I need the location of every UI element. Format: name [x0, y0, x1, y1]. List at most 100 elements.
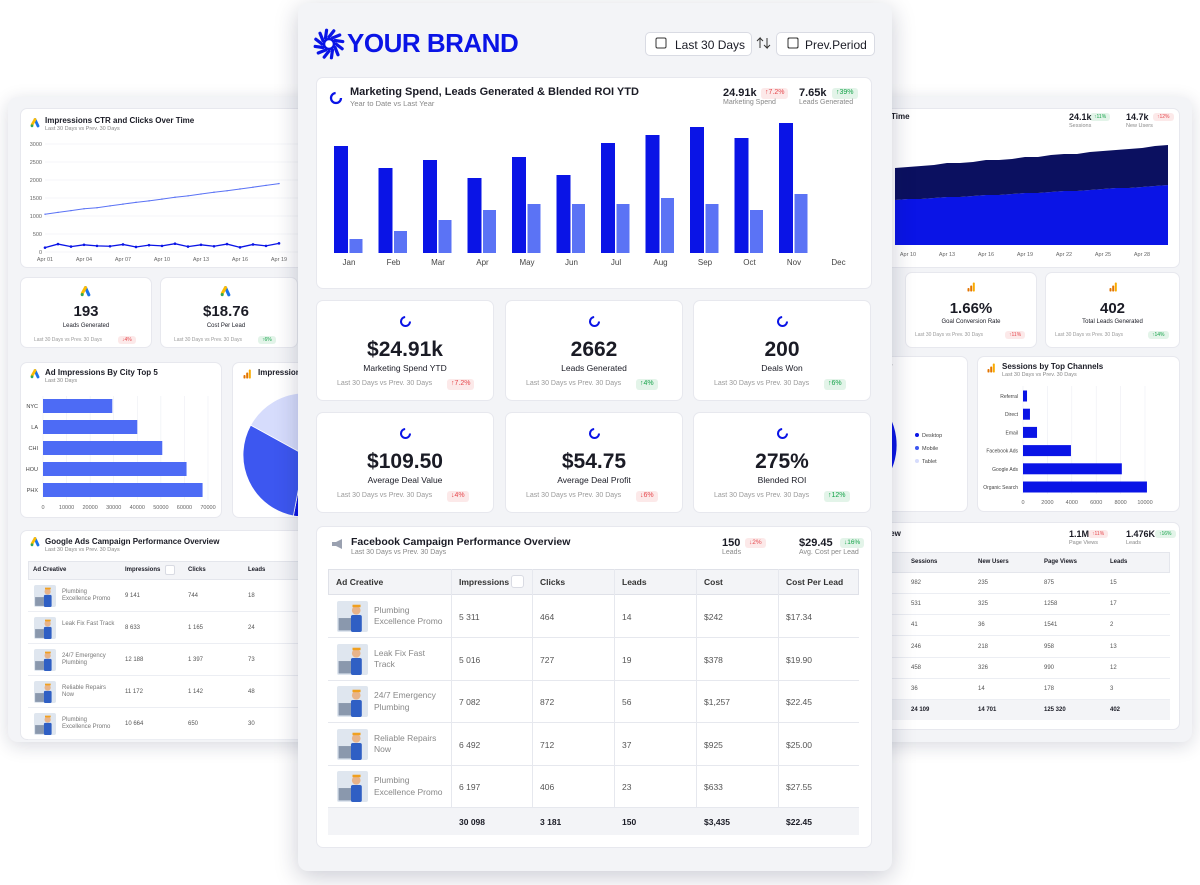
x-tick-label: Jan — [343, 258, 356, 267]
thumb-part — [352, 604, 361, 608]
thumb-part — [35, 597, 44, 606]
line-point — [199, 243, 203, 247]
ad-thumbnail — [337, 601, 368, 632]
kpi-period: Last 30 Days vs Prev. 30 Days — [915, 332, 983, 338]
bar — [734, 138, 749, 253]
legend-label: Mobile — [922, 446, 938, 452]
ad-name: Plumbing Excellence Promo — [374, 775, 443, 797]
bar — [483, 210, 496, 253]
kpi-label: Goal Conversion Rate — [941, 319, 1001, 325]
line-point — [69, 245, 73, 248]
ad-thumbnail — [34, 713, 56, 735]
table-row — [328, 765, 859, 809]
line-point — [226, 190, 228, 192]
y-tick-label: 1000 — [30, 214, 42, 220]
line-point — [121, 243, 125, 246]
total-cell: 30 098 — [459, 817, 485, 827]
logo-ray — [316, 48, 328, 55]
table-row — [850, 637, 1170, 658]
table-cell: 727 — [540, 654, 555, 665]
kpi-period: Last 30 Days vs Prev. 30 Days — [526, 380, 622, 387]
megaphone-icon — [332, 539, 342, 549]
thumb-part — [351, 691, 361, 700]
thumb-part — [44, 652, 51, 659]
y-tick-label: Organic Search — [983, 485, 1018, 491]
table-subtitle: Last 30 Days vs Prev. 30 Days — [351, 549, 447, 556]
y-tick-label: 2000 — [30, 178, 42, 184]
kpi-card — [905, 272, 1037, 348]
pie-slice — [242, 424, 306, 516]
kpi-label: Average Deal Profit — [557, 475, 631, 485]
column-header: Leads — [1110, 559, 1128, 565]
table-cell: 18 — [248, 593, 255, 599]
column-header: Sessions — [911, 559, 938, 565]
line-point — [148, 200, 150, 202]
thumb-part — [351, 648, 361, 658]
x-tick-label: 50000 — [153, 505, 168, 511]
x-tick-label: Aug — [653, 258, 667, 267]
thumb-part — [35, 661, 44, 670]
total-cell: 402 — [1110, 707, 1121, 713]
bar — [1023, 463, 1122, 475]
table-cell: $242 — [704, 612, 723, 622]
bar — [1023, 408, 1030, 420]
icon-part — [30, 537, 37, 545]
table-cell: 10 664 — [125, 721, 144, 727]
table-cell: 36 — [911, 686, 918, 692]
thumb-part — [44, 588, 51, 595]
thumb-part — [350, 700, 362, 718]
x-tick-label: 0 — [1021, 500, 1024, 506]
table-row — [850, 615, 1170, 637]
line-point — [212, 244, 216, 248]
column-divider — [696, 569, 697, 835]
line-point — [57, 211, 59, 214]
kpi-value: 1.476K — [1126, 529, 1156, 539]
table-cell: 19 — [622, 654, 632, 665]
date-range-button[interactable] — [645, 32, 752, 56]
table-cell: 24 — [248, 625, 255, 631]
icon-ring — [329, 91, 343, 105]
kpi-label: Avg. Cost per Lead — [799, 549, 859, 556]
sort-button[interactable] — [511, 575, 524, 588]
kpi-value: $18.76 — [203, 303, 249, 320]
brand-icon — [588, 315, 600, 327]
x-tick-label: 6000 — [1090, 500, 1102, 506]
ad-thumbnail — [337, 686, 368, 718]
kpi-period: Last 30 Days vs Prev. 30 Days — [714, 492, 810, 499]
kpi-value: $54.75 — [561, 450, 627, 473]
line-point — [96, 207, 98, 209]
column-header: Cost — [704, 577, 723, 587]
ad-thumbnail — [337, 728, 368, 760]
comparison-button[interactable] — [776, 32, 875, 56]
x-tick-label: 30000 — [106, 505, 121, 511]
icon-part — [972, 282, 975, 292]
icon-ring — [776, 315, 788, 327]
table-cell: $925 — [704, 739, 723, 750]
table-cell: 14 — [978, 686, 985, 692]
area-series — [895, 185, 1168, 245]
table-cell: 2 — [1110, 622, 1114, 629]
table-cell: $22.45 — [786, 697, 812, 708]
line-point — [44, 213, 46, 215]
table-cell: 1258 — [1044, 601, 1058, 608]
line-point — [239, 188, 241, 190]
x-tick-label: Oct — [743, 258, 756, 267]
icon-part — [1114, 282, 1117, 292]
table-row — [850, 594, 1170, 616]
y-tick-label: HOU — [26, 467, 38, 473]
kpi-label: Leads Generated — [799, 99, 854, 106]
kpi-card — [1045, 272, 1180, 348]
y-tick-label: Referral — [1000, 394, 1018, 400]
table-cell: 12 — [1110, 664, 1117, 671]
table-cell: 982 — [911, 580, 922, 586]
y-tick-label: LA — [31, 425, 38, 431]
column-header: Page Views — [1044, 559, 1077, 565]
change-badge: ↑12% — [824, 491, 850, 502]
line-point — [122, 203, 124, 205]
line-point — [278, 182, 280, 185]
kpi-period: Last 30 Days vs Prev. 30 Days — [714, 380, 810, 387]
y-tick-label: 2500 — [30, 160, 42, 166]
logo-ray — [313, 44, 325, 50]
table-cell: 48 — [248, 689, 255, 695]
